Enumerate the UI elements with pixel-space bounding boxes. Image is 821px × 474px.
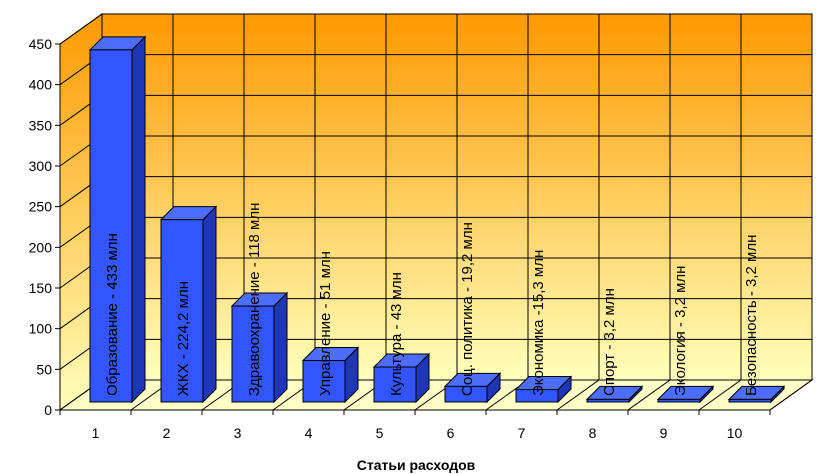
bar-side [273,291,288,404]
x-tick-label: 2 [163,425,171,441]
bar [230,291,289,404]
bar-data-label: Культура - 43 млн [388,272,405,396]
y-tick-label: 50 [36,361,52,377]
bar-data-label: Соц. политика - 19,2 млн [459,222,476,396]
y-tick-label: 450 [29,36,53,52]
bar [585,385,644,404]
bar-data-label: Безопасность - 3,2 млн [743,235,760,396]
bar-data-label: Управление - 51 млн [317,251,334,396]
bar-front [89,49,133,403]
x-tick-label: 6 [447,425,455,441]
bar [372,352,431,404]
x-tick-label: 9 [660,425,668,441]
floor-gridline [769,379,813,411]
bar-front [373,366,417,403]
bar-front [231,305,275,403]
y-tick-label: 200 [29,239,53,255]
x-tick-label: 7 [518,425,526,441]
y-tick-label: 300 [29,158,53,174]
bar-front [515,389,559,403]
bar-front [728,398,772,403]
bar [514,375,573,404]
x-tick-label: 3 [234,425,242,441]
y-tick-label: 350 [29,117,53,133]
x-tick-label: 10 [727,425,743,441]
y-tick-label: 100 [29,321,53,337]
bar [88,35,147,404]
x-axis-title: Статьи расходов [357,457,476,473]
bar-front [444,385,488,403]
floor-gridline [556,379,600,411]
bar [301,346,360,404]
bar-data-label: Образование - 433 млн [104,233,121,396]
bar-front [302,360,346,403]
bar-front [160,219,204,403]
bar [443,372,502,404]
bar-side [131,35,146,404]
y-tick-label: 400 [29,77,53,93]
bar-front [657,398,701,403]
floor-gridline [627,379,671,411]
y-tick-label: 150 [29,280,53,296]
bar-side [202,205,217,404]
bar-data-label: Экология - 3,2 млн [672,266,689,396]
y-tick-label: 0 [44,402,52,418]
floor-gridline [698,379,742,411]
bar [727,385,786,404]
bar-front [586,398,630,403]
x-tick-label: 1 [92,425,100,441]
bar-data-label: Экономика -15,3 млн [530,250,547,396]
bar-data-label: ЖКХ - 224,2 млн [175,281,192,396]
bar-data-label: Спорт - 3,2 млн [601,288,618,396]
bar [656,385,715,404]
bar-data-label: Здравоохранение - 118 млн [246,203,263,396]
x-tick-label: 4 [305,425,313,441]
y-tick-label: 250 [29,199,53,215]
x-tick-label: 8 [589,425,597,441]
x-tick-label: 5 [376,425,384,441]
bar [159,205,218,404]
